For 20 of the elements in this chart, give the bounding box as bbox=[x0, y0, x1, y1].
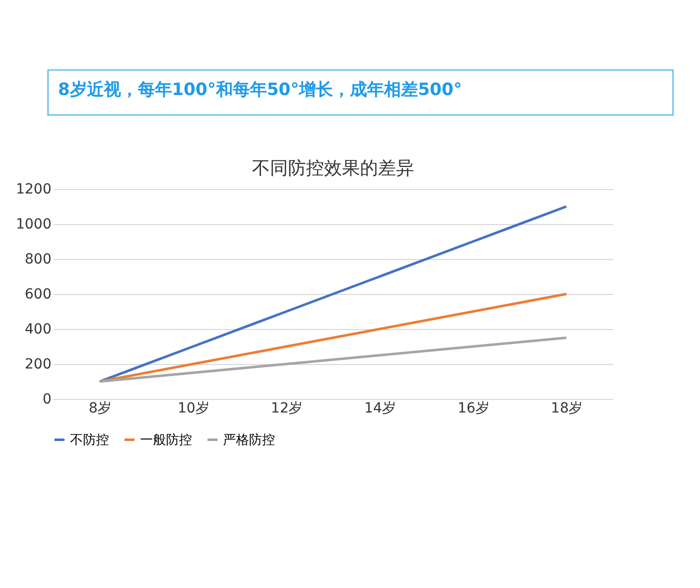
legend-label: 不防控 bbox=[70, 432, 109, 448]
x-tick-label: 16岁 bbox=[458, 400, 490, 416]
y-tick-label: 400 bbox=[24, 322, 52, 338]
y-tick-label: 0 bbox=[42, 392, 52, 408]
x-tick-label: 14岁 bbox=[364, 400, 396, 416]
y-tick-label: 800 bbox=[24, 252, 52, 268]
x-tick-label: 10岁 bbox=[178, 400, 210, 416]
line-series bbox=[98, 205, 568, 383]
chart-title: 不同防控效果的差异 bbox=[252, 158, 414, 179]
y-tick-label: 600 bbox=[24, 286, 52, 302]
x-tick-label: 8岁 bbox=[88, 400, 112, 416]
legend-label: 一般防控 bbox=[140, 432, 192, 448]
text: 8岁近视，每年100°和每年50°增长，成年相差500° bbox=[58, 80, 462, 100]
legend-label: 严格防控 bbox=[223, 432, 275, 448]
y-tick-label: 1200 bbox=[16, 182, 52, 198]
y-tick-label: 200 bbox=[24, 356, 52, 372]
x-tick-label: 18岁 bbox=[550, 400, 583, 416]
x-tick-label: 12岁 bbox=[270, 400, 303, 416]
line-series bbox=[98, 336, 568, 383]
y-tick-label: 1000 bbox=[16, 216, 52, 232]
